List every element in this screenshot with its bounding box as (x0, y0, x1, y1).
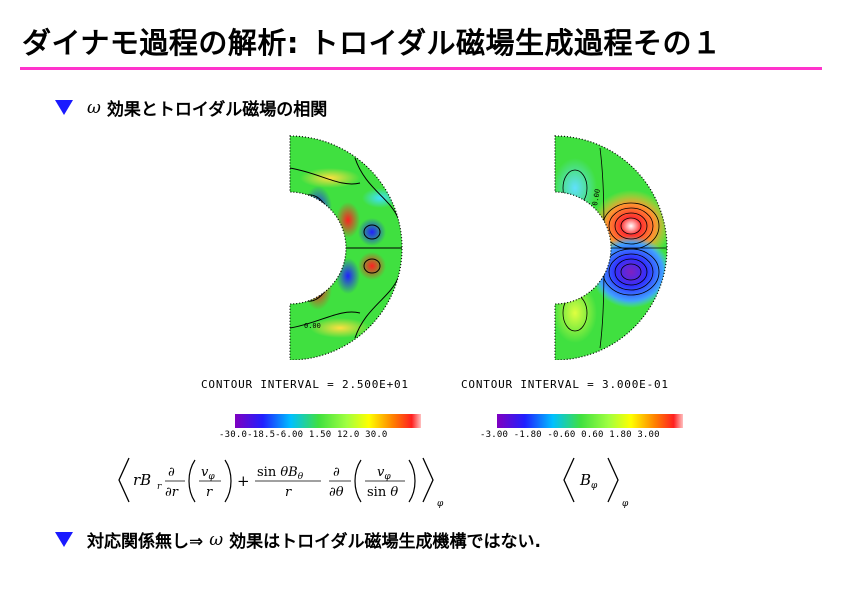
toroidal-field-average: Bφ φ (560, 452, 650, 512)
svg-text:φ: φ (622, 499, 629, 508)
svg-text:φ: φ (437, 499, 444, 508)
omega-effect-equation: rB r ∂ ∂r vφ r + sin θBθ r ∂ ∂θ vφ sin θ… (115, 452, 475, 512)
svg-text:vφ: vφ (377, 465, 391, 482)
svg-text:r: r (157, 482, 162, 492)
svg-text:∂θ: ∂θ (329, 485, 344, 500)
plot-inline-label: 0.00 (304, 322, 321, 330)
colorbar-left (235, 413, 421, 432)
svg-text:Bφ: Bφ (579, 471, 598, 491)
bullet-text: 効果とトロイダル磁場の相関 (106, 100, 328, 120)
bullet-omega-correlation: ω 効果とトロイダル磁場の相関 (55, 95, 327, 120)
plot-inline-label: 0.00 (591, 188, 602, 206)
svg-text:r: r (206, 485, 213, 500)
svg-text:+: + (237, 472, 250, 490)
toroidal-field-contour-plot: 0.00 (525, 128, 675, 364)
conclusion-prefix: 対応関係無し⇒ (87, 532, 204, 552)
contour-interval-right: CONTOUR INTERVAL = 3.000E-01 (461, 378, 669, 391)
svg-text:rB: rB (133, 471, 151, 489)
contour-interval-left: CONTOUR INTERVAL = 2.500E+01 (201, 378, 409, 391)
omega-effect-contour-plot: 0.00 (260, 128, 410, 364)
svg-text:sin θBθ: sin θBθ (257, 465, 304, 482)
svg-text:vφ: vφ (201, 465, 215, 482)
omega-symbol: ω (209, 529, 224, 550)
conclusion-text: 効果はトロイダル磁場生成機構ではない. (229, 532, 541, 552)
triangle-bullet-icon (55, 100, 73, 115)
svg-text:∂: ∂ (168, 465, 175, 480)
svg-text:∂: ∂ (333, 465, 340, 480)
colorbar-ticks-left: -30.0-18.5-6.00 1.50 12.0 30.0 (219, 430, 388, 440)
title-underline (20, 67, 822, 70)
bullet-conclusion: 対応関係無し⇒ ω 効果はトロイダル磁場生成機構ではない. (55, 527, 541, 552)
triangle-bullet-icon (55, 532, 73, 547)
omega-symbol: ω (87, 97, 101, 118)
colorbar-ticks-right: -3.00 -1.80 -0.60 0.60 1.80 3.00 (480, 430, 660, 440)
svg-text:∂r: ∂r (165, 485, 179, 500)
svg-text:sin θ: sin θ (367, 485, 398, 500)
svg-text:r: r (285, 485, 292, 500)
slide-title: ダイナモ過程の解析: トロイダル磁場生成過程その１ (22, 26, 722, 60)
colorbar-right (497, 413, 683, 432)
